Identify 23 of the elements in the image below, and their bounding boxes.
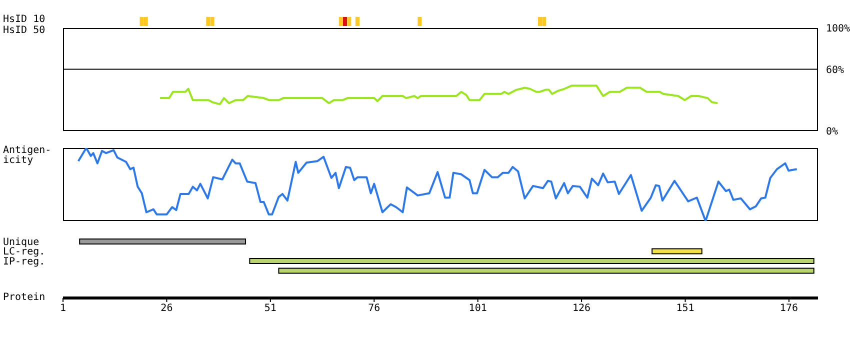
x-tick-label: 176 — [780, 303, 798, 314]
y-axis-title: HsID 10 — [3, 14, 46, 25]
y-tick-label: LC-reg. — [3, 246, 46, 258]
x-tick-label: 126 — [572, 303, 591, 314]
x-tick-label: 1 — [60, 303, 66, 314]
x-tick-label: 51 — [264, 303, 276, 314]
x-tick-label: 151 — [676, 303, 694, 314]
y-axis-title: Antigen- icity — [3, 145, 52, 166]
bar — [278, 268, 814, 274]
bar — [249, 258, 814, 264]
bar — [79, 238, 246, 244]
y-tick-label: 0% — [826, 126, 838, 138]
y-tick-label: 60% — [826, 64, 844, 76]
bar — [652, 248, 702, 254]
y-tick-label: Unique — [3, 236, 40, 248]
x-tick-label: 26 — [160, 303, 173, 314]
y-tick-label: IP-reg. — [3, 256, 46, 268]
x-tick-label: 101 — [468, 303, 487, 314]
y-axis-title: HsID 50 — [3, 25, 46, 36]
x-tick-label: 76 — [368, 303, 380, 314]
line-series — [159, 84, 719, 106]
y-tick-label: 100% — [826, 24, 850, 35]
x-axis-title: Protein — [3, 292, 46, 303]
